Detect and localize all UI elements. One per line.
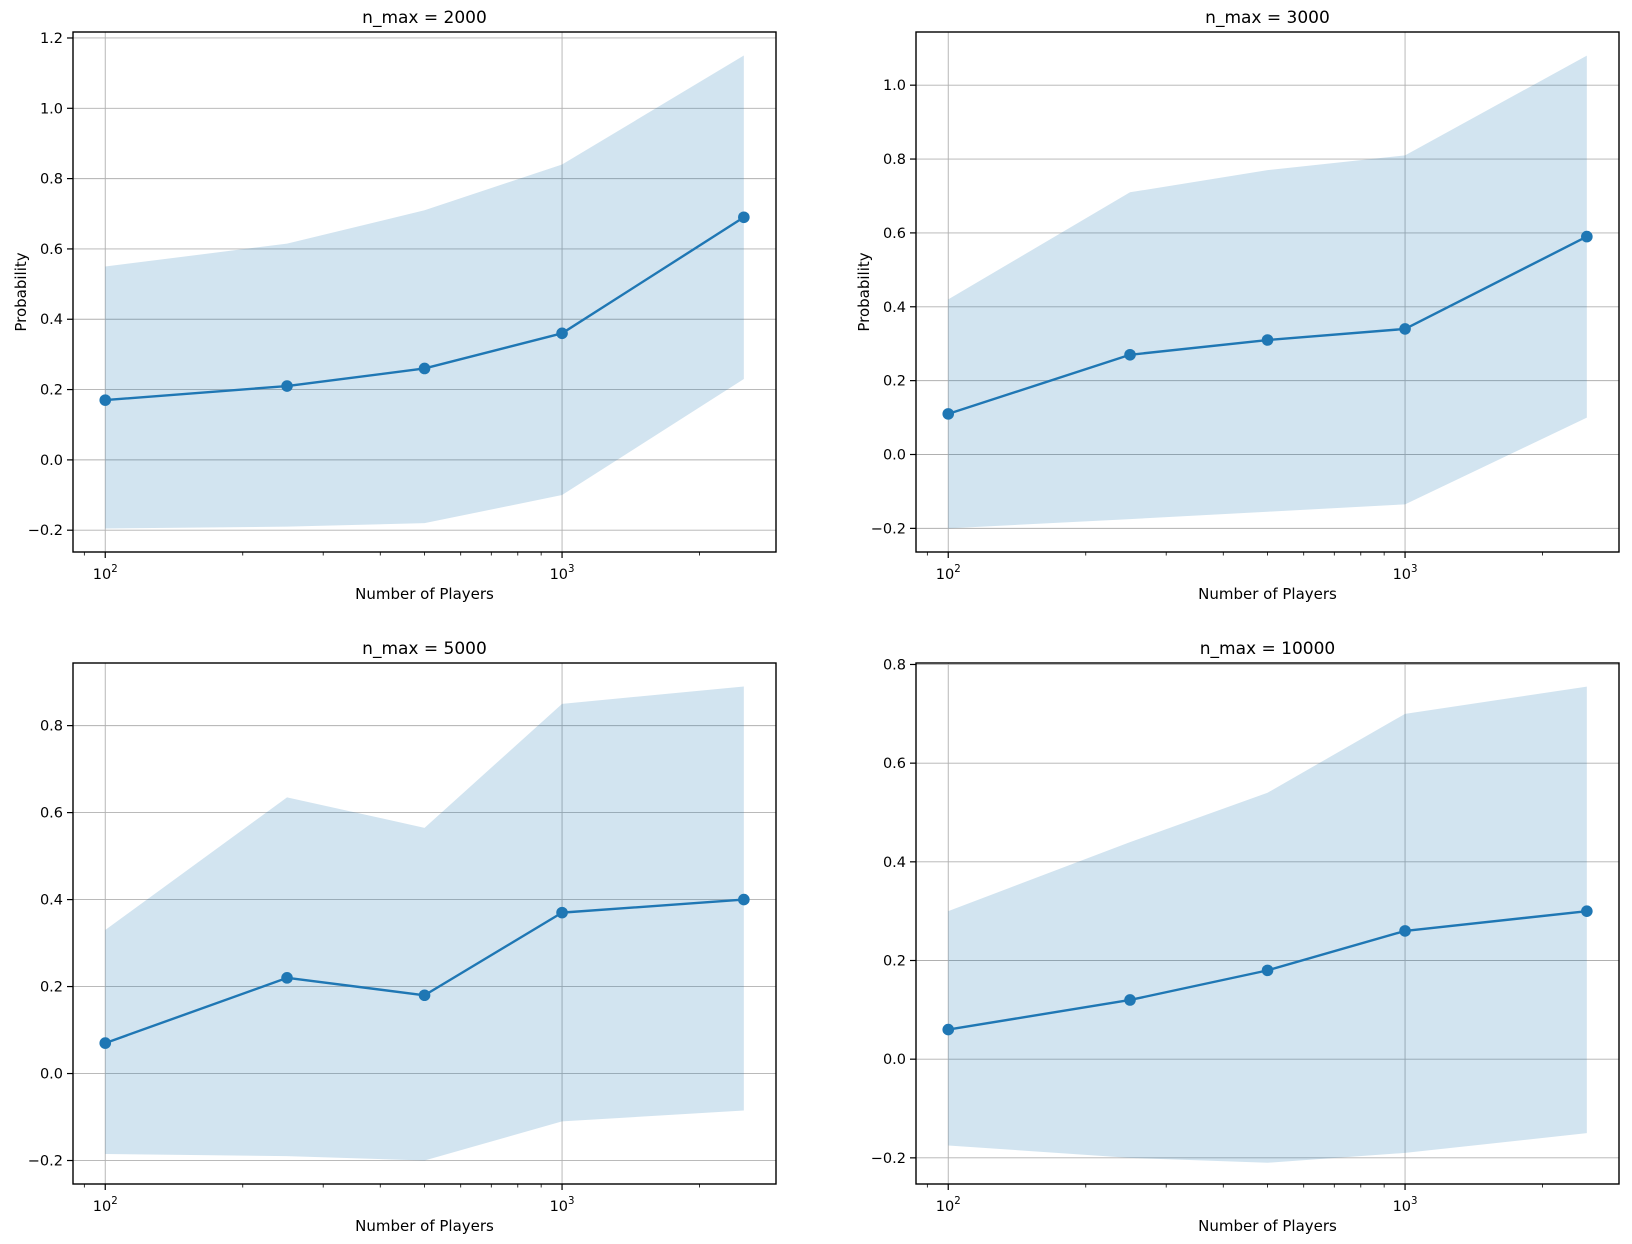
x-axis-label: Number of Players: [355, 1217, 494, 1235]
x-axis-label: Number of Players: [1198, 585, 1337, 603]
y-tick-label: 0.6: [40, 242, 63, 258]
subplot-title: n_max = 3000: [1205, 8, 1330, 28]
data-point: [1261, 964, 1274, 977]
y-tick-label: 0.6: [883, 226, 906, 242]
data-point: [556, 906, 568, 919]
data-point: [942, 408, 955, 420]
x-tick-label: 102: [936, 564, 961, 583]
subplot-title: n_max = 10000: [1200, 639, 1335, 659]
data-point: [738, 211, 750, 224]
y-tick-label: 1.0: [40, 101, 63, 117]
data-point: [1399, 323, 1411, 335]
confidence-band: [105, 686, 744, 1161]
data-point: [1124, 994, 1136, 1006]
data-point: [1581, 905, 1593, 917]
y-tick-label: 0.4: [883, 300, 906, 316]
y-tick-label: 0.6: [883, 756, 906, 772]
data-point: [1261, 334, 1274, 346]
y-axis-label: Probability: [12, 252, 30, 331]
subplot-3: −0.2 0.0 0.2 0.4 0.6 0.8 102 103 n_max = 5000 Num…: [28, 639, 777, 1235]
data-point: [281, 972, 293, 984]
x-tick-label: 103: [1393, 564, 1418, 583]
data-point: [99, 394, 112, 406]
data-point: [738, 893, 750, 906]
y-tick-label: 0.4: [40, 312, 63, 328]
y-tick-label: 0.2: [40, 383, 63, 399]
y-tick-label: 0.8: [883, 152, 906, 168]
y-tick-label: 0.4: [40, 893, 63, 909]
data-point: [1124, 348, 1136, 361]
y-tick-label: −0.2: [871, 1151, 906, 1167]
y-tick-label: 0.2: [40, 980, 63, 996]
data-point: [418, 362, 431, 375]
data-point: [1399, 925, 1411, 937]
x-axis-label: Number of Players: [355, 585, 494, 603]
data-point: [418, 989, 431, 1002]
subplot-4: −0.2 0.0 0.2 0.4 0.6 0.8 102 103 n_max = 10000 Nu…: [871, 639, 1620, 1235]
data-point: [942, 1023, 955, 1036]
x-tick-label: 103: [550, 1196, 575, 1215]
x-tick-label: 102: [93, 1196, 118, 1215]
y-axis-label: Probability: [855, 252, 873, 331]
y-tick-label: 0.4: [883, 855, 906, 871]
subplot-title: n_max = 5000: [362, 639, 487, 659]
x-tick-label: 102: [93, 564, 118, 583]
data-point: [99, 1037, 112, 1049]
y-tick-label: 0.0: [40, 1067, 63, 1083]
y-tick-label: 0.6: [40, 806, 63, 822]
x-tick-label: 103: [550, 564, 575, 583]
y-tick-label: 0.8: [883, 657, 906, 673]
data-point: [1581, 230, 1593, 243]
y-tick-label: −0.2: [28, 1154, 63, 1170]
y-tick-label: 0.8: [40, 719, 63, 735]
y-tick-label: 1.0: [883, 78, 906, 94]
y-tick-label: −0.2: [28, 523, 63, 539]
y-tick-label: 0.0: [883, 448, 906, 464]
subplot-title: n_max = 2000: [362, 8, 487, 28]
x-tick-label: 103: [1393, 1196, 1418, 1215]
confidence-band: [948, 686, 1587, 1163]
y-tick-label: 0.2: [883, 954, 906, 970]
y-tick-label: 1.2: [40, 31, 63, 47]
x-tick-label: 102: [936, 1196, 961, 1215]
y-tick-label: 0.0: [883, 1052, 906, 1068]
y-tick-label: 0.2: [883, 374, 906, 390]
data-point: [556, 327, 568, 340]
confidence-band: [948, 55, 1587, 529]
subplot-1: −0.2 0.0 0.2 0.4 0.6 0.8 1.0 1.2 102 103 n_max = 2…: [12, 8, 777, 603]
x-axis-label: Number of Players: [1198, 1217, 1337, 1235]
y-tick-label: −0.2: [871, 521, 906, 537]
y-tick-label: 0.8: [40, 172, 63, 188]
subplot-2: −0.2 0.0 0.2 0.4 0.6 0.8 1.0 102 103 n_max = 3000…: [855, 8, 1620, 603]
confidence-band: [105, 55, 744, 529]
data-point: [281, 380, 293, 392]
y-tick-label: 0.0: [40, 453, 63, 469]
